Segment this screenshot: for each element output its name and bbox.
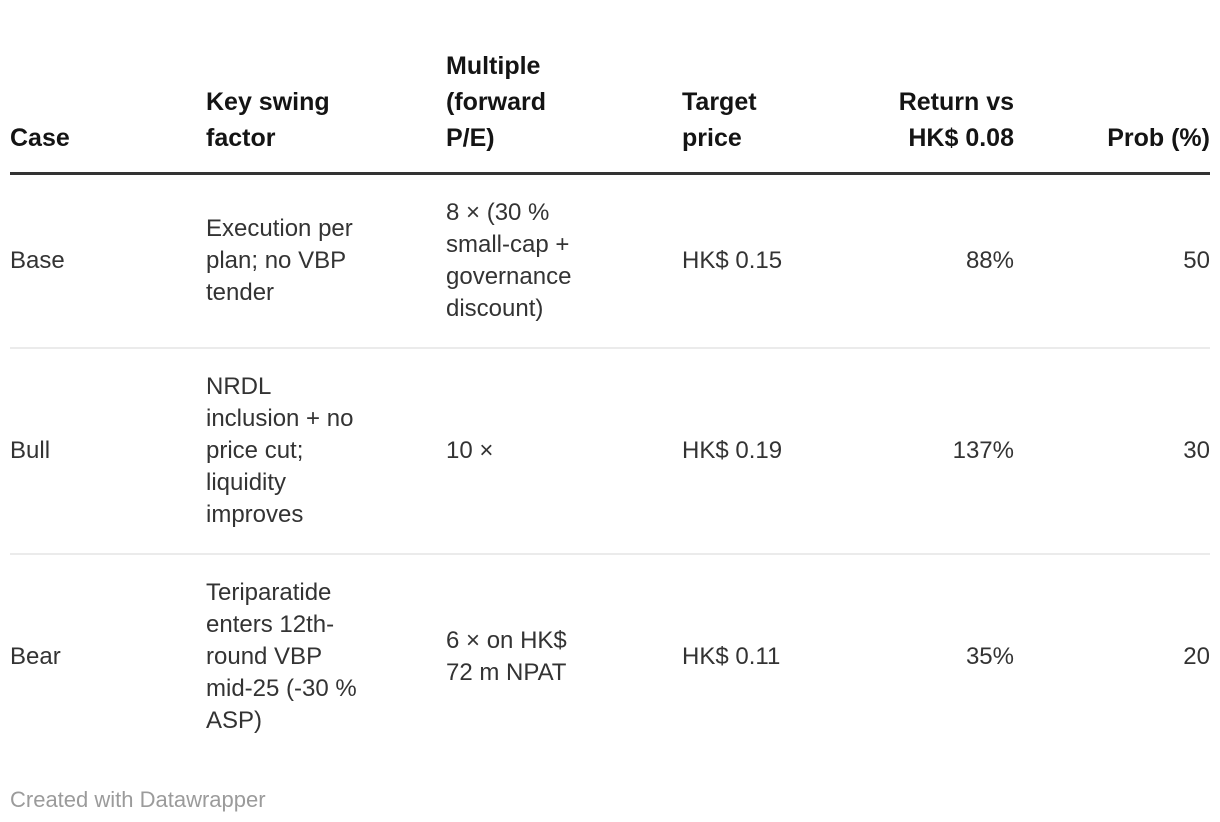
- cell-return: 35%: [965, 643, 1014, 670]
- cell-target-price: HK$ 0.15: [682, 247, 783, 274]
- table-row-bull: Bull NRDL inclusion + no price cut; liqu…: [10, 348, 1210, 554]
- table-body: Base Execution per plan; no VBP tender 8…: [10, 174, 1210, 760]
- cell-multiple: 10 ×: [446, 437, 494, 464]
- header-cell-multiple-forward-pe: Multiple (forward P/E): [446, 52, 546, 152]
- cell-return: 137%: [952, 437, 1014, 464]
- table-header-row: Case Key swing factor Multiple (forward …: [10, 48, 1210, 174]
- cell-prob: 20: [1183, 643, 1210, 670]
- cell-return: 88%: [965, 247, 1014, 274]
- table-header: Case Key swing factor Multiple (forward …: [10, 48, 1210, 174]
- cell-case: Bull: [10, 437, 51, 464]
- cell-multiple: 8 × (30 % small-cap + governance discoun…: [446, 199, 572, 322]
- scenario-table: Case Key swing factor Multiple (forward …: [10, 48, 1210, 759]
- attribution-footer: Created with Datawrapper: [10, 787, 1220, 813]
- datawrapper-table-visualization: Case Key swing factor Multiple (forward …: [10, 48, 1210, 759]
- cell-case: Bear: [10, 643, 61, 670]
- datawrapper-credit-link[interactable]: Created with Datawrapper: [10, 787, 266, 812]
- table-row-bear: Bear Teriparatide enters 12th- round VBP…: [10, 554, 1210, 759]
- cell-multiple: 6 × on HK$ 72 m NPAT: [446, 627, 567, 686]
- cell-target-price: HK$ 0.19: [682, 437, 783, 464]
- header-cell-key-swing-factor: Key swing factor: [206, 88, 330, 152]
- cell-target-price: HK$ 0.11: [682, 643, 781, 670]
- header-cell-prob-pct: Prob (%): [1107, 124, 1210, 152]
- header-cell-case: Case: [10, 124, 70, 152]
- header-cell-return-vs-hk008: Return vs HK$ 0.08: [898, 88, 1014, 152]
- cell-prob: 50: [1183, 247, 1210, 274]
- cell-key-swing-factor: Teriparatide enters 12th- round VBP mid-…: [206, 579, 357, 734]
- cell-key-swing-factor: NRDL inclusion + no price cut; liquidity…: [206, 373, 354, 528]
- header-cell-target-price: Target price: [682, 88, 757, 152]
- cell-key-swing-factor: Execution per plan; no VBP tender: [206, 215, 353, 306]
- cell-prob: 30: [1183, 437, 1210, 464]
- table-row-base: Base Execution per plan; no VBP tender 8…: [10, 174, 1210, 349]
- cell-case: Base: [10, 247, 65, 274]
